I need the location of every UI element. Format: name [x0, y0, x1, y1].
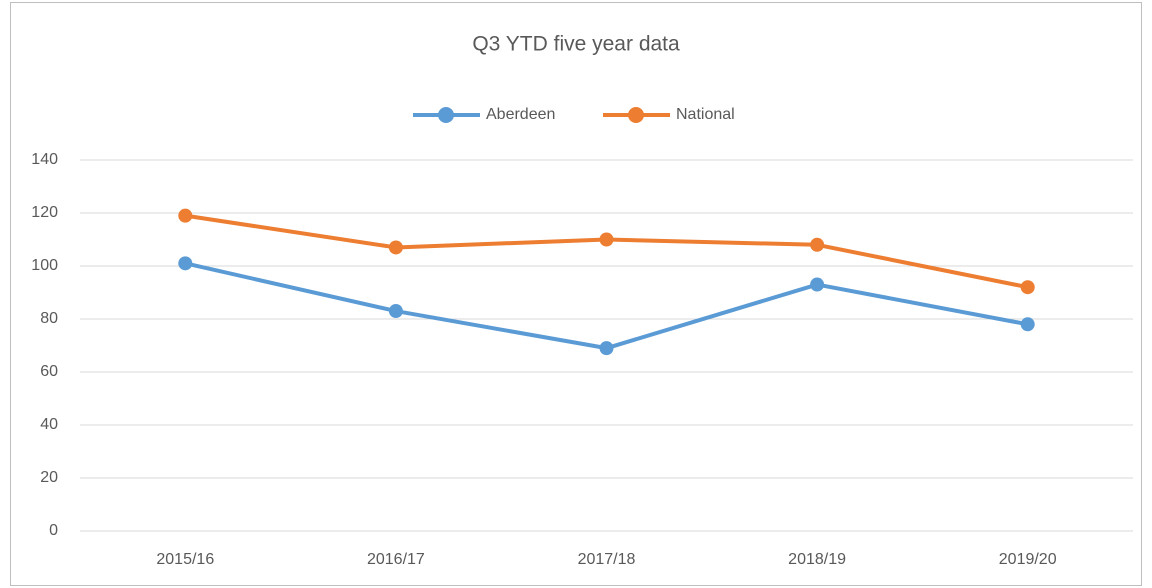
data-point — [810, 237, 825, 252]
data-point — [388, 240, 403, 255]
data-point — [1020, 317, 1035, 332]
data-point — [599, 341, 614, 356]
data-point — [810, 277, 825, 292]
data-point — [178, 256, 193, 271]
x-tick-label: 2017/18 — [578, 551, 636, 568]
legend-marker — [628, 107, 644, 123]
data-point — [178, 208, 193, 223]
chart-title: Q3 YTD five year data — [472, 33, 680, 56]
x-tick-label: 2018/19 — [788, 551, 846, 568]
y-tick-label: 80 — [40, 310, 58, 327]
chart-border — [10, 2, 1142, 586]
y-tick-label: 0 — [49, 522, 58, 539]
legend-label: National — [676, 106, 735, 123]
legend-marker — [438, 107, 454, 123]
x-tick-label: 2019/20 — [999, 551, 1057, 568]
data-point — [599, 232, 614, 247]
data-point — [1020, 280, 1035, 295]
y-tick-label: 60 — [40, 363, 58, 380]
y-tick-label: 140 — [31, 151, 58, 168]
legend-label: Aberdeen — [486, 106, 555, 123]
y-tick-label: 100 — [31, 257, 58, 274]
y-tick-label: 20 — [40, 469, 58, 486]
y-tick-label: 120 — [31, 204, 58, 221]
data-point — [388, 304, 403, 319]
y-tick-label: 40 — [40, 416, 58, 433]
x-tick-label: 2016/17 — [367, 551, 425, 568]
x-tick-label: 2015/16 — [156, 551, 214, 568]
